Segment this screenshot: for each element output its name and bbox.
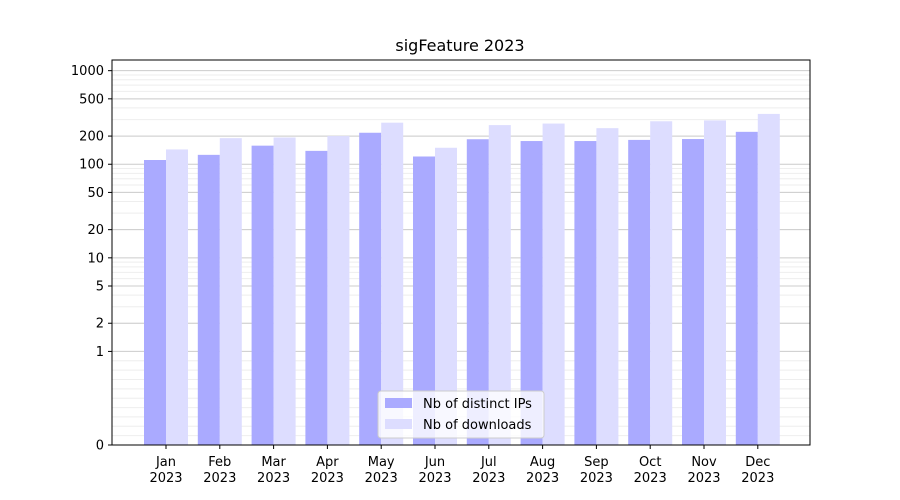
y-axis: 0 1 2 5 10 20 50 100 200 500 1000 <box>71 64 112 454</box>
x-tick-label-month: Nov <box>691 455 717 470</box>
bar-distinct-ips <box>628 139 651 445</box>
bar-downloads <box>435 147 457 445</box>
bar-downloads <box>219 138 242 446</box>
x-axis: Jan2023Feb2023Mar2023Apr2023May2023Jun20… <box>149 445 774 486</box>
y-tick-label: 1000 <box>71 64 104 79</box>
chart-title: sigFeature 2023 <box>395 36 524 55</box>
legend: Nb of distinct IPs Nb of downloads <box>377 390 545 439</box>
bars <box>144 113 780 446</box>
y-tick-label: 1 <box>96 345 104 360</box>
bar-downloads <box>327 136 350 446</box>
x-tick-label-month: Sep <box>584 455 609 470</box>
x-tick-label-year: 2023 <box>472 471 505 486</box>
bar-downloads <box>542 123 565 445</box>
bar-distinct-ips <box>197 154 220 445</box>
y-tick-label: 0 <box>96 439 104 454</box>
x-tick-label-month: Jan <box>155 455 176 470</box>
y-tick-label: 50 <box>87 186 104 201</box>
y-tick-label: 500 <box>79 92 104 107</box>
x-tick-label-year: 2023 <box>257 471 290 486</box>
legend-swatch-distinct-ips <box>385 398 412 408</box>
bar-downloads <box>488 125 511 446</box>
x-tick-label-month: Feb <box>208 455 231 470</box>
x-tick-label-month: Apr <box>316 455 339 470</box>
x-tick-label-year: 2023 <box>687 471 720 486</box>
x-tick-label-month: Aug <box>530 455 555 470</box>
bar-distinct-ips <box>574 141 597 446</box>
x-tick-label-month: May <box>368 455 395 470</box>
x-tick-label-year: 2023 <box>418 471 451 486</box>
bar-downloads <box>596 128 619 445</box>
bar-distinct-ips <box>735 131 758 445</box>
bar-distinct-ips <box>682 139 704 445</box>
y-tick-label: 100 <box>79 158 104 173</box>
x-tick-label-month: Oct <box>639 455 661 470</box>
legend-label-downloads: Nb of downloads <box>423 418 532 433</box>
x-tick-label-year: 2023 <box>634 471 667 486</box>
y-tick-label: 2 <box>96 317 104 332</box>
y-tick-label: 5 <box>96 280 104 295</box>
y-tick-label: 20 <box>87 223 104 238</box>
x-tick-label-year: 2023 <box>149 471 182 486</box>
x-tick-label-month: Dec <box>745 455 770 470</box>
x-tick-label-year: 2023 <box>526 471 559 486</box>
x-tick-label-month: Jul <box>480 455 497 470</box>
y-tick-label: 200 <box>79 130 104 145</box>
x-tick-label-year: 2023 <box>741 471 774 486</box>
bar-downloads <box>166 149 188 445</box>
x-tick-label-year: 2023 <box>203 471 236 486</box>
bar-distinct-ips <box>466 139 489 445</box>
bar-distinct-ips <box>413 156 435 446</box>
bar-downloads <box>650 121 673 445</box>
bar-distinct-ips <box>520 141 543 446</box>
bar-downloads <box>381 122 404 446</box>
bar-distinct-ips <box>144 160 166 445</box>
x-tick-label-month: Jun <box>424 455 445 470</box>
bar-downloads <box>704 120 726 445</box>
legend-swatch-downloads <box>385 419 412 429</box>
bar-downloads <box>273 137 296 446</box>
x-tick-label-year: 2023 <box>311 471 344 486</box>
plot-frame <box>111 59 811 446</box>
x-tick-label-year: 2023 <box>580 471 613 486</box>
bar-distinct-ips <box>251 145 274 445</box>
legend-label-distinct-ips: Nb of distinct IPs <box>423 397 532 412</box>
bar-downloads <box>757 113 780 446</box>
bar-distinct-ips <box>359 132 382 445</box>
legend-box <box>377 390 545 439</box>
x-tick-label-month: Mar <box>261 455 286 470</box>
bar-distinct-ips <box>305 150 328 445</box>
x-tick-label-year: 2023 <box>365 471 398 486</box>
y-tick-label: 10 <box>87 251 104 266</box>
